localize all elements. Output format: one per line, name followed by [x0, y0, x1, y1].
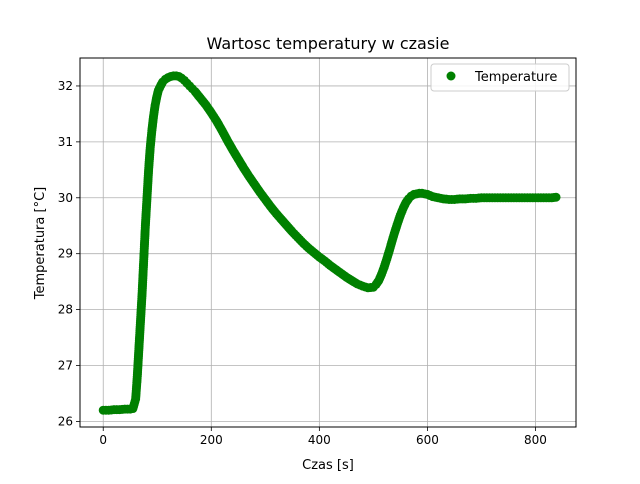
y-tick-label: 28 [58, 303, 73, 317]
x-tick-label: 800 [524, 433, 547, 447]
data-points [98, 71, 561, 415]
legend-marker [446, 71, 456, 81]
plot-frame [79, 57, 577, 428]
y-tick-label: 26 [58, 414, 73, 428]
y-tick-label: 29 [58, 247, 73, 261]
legend-label: Temperature [474, 70, 557, 85]
x-axis-label: Czas [s] [302, 458, 354, 473]
y-tick-label: 31 [58, 135, 73, 149]
y-tick-label: 27 [58, 359, 73, 373]
x-tick-label: 600 [416, 433, 439, 447]
legend: Temperature [430, 63, 570, 92]
y-tick-label: 32 [58, 79, 73, 93]
x-tick-label: 200 [200, 433, 223, 447]
legend-box [430, 63, 570, 92]
x-tick-label: 400 [308, 433, 331, 447]
axis-ticks: 0 200 400 600 800 26 27 28 29 30 31 32 [58, 79, 547, 447]
chart-title: Wartosc temperatury w czasie [207, 34, 450, 53]
data-point [551, 192, 561, 202]
y-axis-label: Temperatura [°C] [33, 187, 48, 300]
y-tick-label: 30 [58, 191, 73, 205]
x-tick-label: 0 [99, 433, 107, 447]
